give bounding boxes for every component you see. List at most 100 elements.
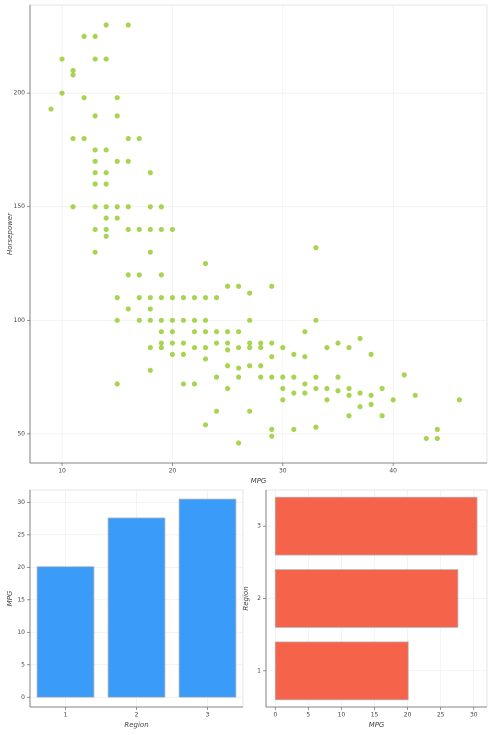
scatter-point — [114, 215, 120, 221]
scatter-point — [224, 347, 231, 353]
y-tick-label: 25 — [17, 531, 25, 538]
scatter-point — [324, 344, 330, 351]
scatter-point — [224, 340, 231, 346]
scatter-point — [147, 170, 153, 176]
scatter-point — [434, 435, 440, 442]
scatter-point — [92, 226, 98, 233]
scatter-point — [114, 95, 120, 101]
scatter-point — [147, 204, 153, 210]
scatter-point — [368, 401, 374, 407]
scatter-point — [191, 381, 198, 387]
scatter-point — [114, 295, 120, 301]
scatter-point — [136, 317, 142, 323]
scatter-point — [158, 295, 164, 301]
x-tick-label: 10 — [338, 712, 346, 719]
scatter-point — [335, 374, 341, 380]
x-tick-label: 0 — [273, 712, 277, 719]
bar — [274, 641, 409, 701]
scatter-point — [125, 22, 131, 28]
scatter-point — [169, 317, 175, 323]
y-axis-label: Horsepower — [6, 212, 14, 255]
scatter-point — [180, 317, 187, 323]
scatter-point — [125, 135, 131, 142]
scatter-point — [125, 272, 131, 278]
scatter-point — [379, 385, 385, 392]
scatter-point — [236, 374, 242, 380]
scatter-point — [70, 204, 76, 210]
scatter-point — [59, 56, 65, 62]
bar — [36, 566, 95, 698]
x-tick-label: 40 — [389, 468, 397, 475]
scatter-point — [114, 113, 120, 119]
scatter-point — [434, 426, 440, 432]
scatter-point — [125, 226, 131, 233]
x-axis-label: MPG — [251, 477, 267, 485]
scatter-point — [191, 344, 198, 351]
scatter-point — [202, 329, 209, 335]
scatter-point — [81, 33, 87, 39]
scatter-point — [247, 290, 253, 296]
x-tick-label: 2 — [135, 712, 139, 719]
scatter-point — [125, 306, 131, 312]
scatter-point — [346, 385, 352, 392]
scatter-point — [81, 95, 87, 101]
scatter-point — [202, 317, 209, 323]
scatter-point — [224, 363, 231, 369]
scatter-point — [147, 306, 153, 312]
scatter-point — [191, 295, 198, 301]
y-tick-label: 1 — [257, 667, 261, 674]
y-axis-label: Region — [242, 586, 250, 610]
scatter-point — [92, 181, 98, 187]
scatter-point — [158, 329, 164, 335]
scatter-point — [302, 390, 308, 396]
scatter-point — [236, 329, 242, 335]
scatter-point — [302, 354, 308, 360]
scatter-point — [456, 397, 463, 403]
scatter-point — [147, 367, 153, 373]
scatter-point — [158, 317, 164, 323]
scatter-point — [247, 344, 253, 351]
y-tick-label: 5 — [21, 661, 25, 668]
scatter-point — [213, 295, 220, 301]
scatter-point — [291, 351, 297, 358]
scatter-point — [48, 106, 54, 112]
scatter-point — [147, 344, 153, 351]
scatter-point — [92, 56, 98, 62]
scatter-point — [368, 392, 374, 398]
x-tick-label: 1 — [64, 712, 68, 719]
y-tick-label: 100 — [14, 317, 26, 324]
scatter-point — [423, 435, 429, 442]
scatter-point — [357, 390, 363, 396]
scatter-point — [92, 170, 98, 176]
scatter-point — [169, 351, 175, 358]
scatter-point — [280, 344, 286, 351]
x-tick-label: 30 — [279, 468, 287, 475]
scatter-point — [269, 283, 275, 289]
y-tick-label: 15 — [17, 596, 25, 603]
scatter-point — [269, 340, 275, 346]
scatter-point — [258, 340, 264, 346]
scatter-point — [103, 181, 109, 187]
scatter-point — [302, 329, 308, 335]
scatter-point — [335, 388, 341, 394]
scatter-point — [103, 204, 109, 210]
scatter-point — [125, 204, 131, 210]
scatter-point — [169, 295, 175, 301]
scatter-point — [147, 249, 153, 255]
scatter-point — [70, 67, 76, 74]
scatter-point — [158, 272, 164, 278]
scatter-point — [92, 33, 98, 39]
scatter-point — [125, 158, 131, 164]
scatter-point — [247, 408, 253, 414]
scatter-point — [346, 413, 352, 419]
plot-area — [29, 4, 488, 464]
scatter-point — [191, 329, 198, 335]
scatter-point — [70, 72, 76, 78]
scatter-point — [103, 215, 109, 221]
scatter-point — [136, 272, 142, 278]
x-tick-label: 5 — [306, 712, 310, 719]
scatter-point — [103, 233, 109, 239]
scatter-point — [147, 226, 153, 233]
scatter-point — [103, 56, 109, 62]
